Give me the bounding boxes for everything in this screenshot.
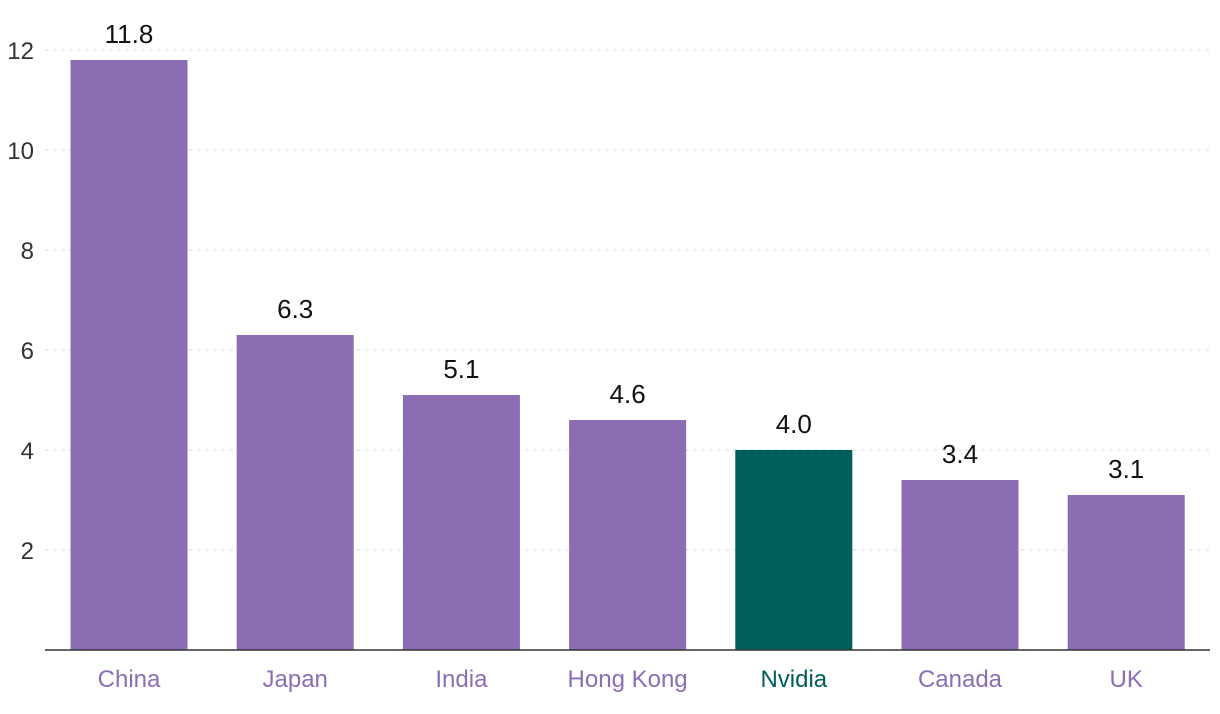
- bar: [569, 420, 687, 650]
- x-tick-label: UK: [1110, 666, 1143, 693]
- bar: [402, 395, 520, 650]
- data-label: 3.4: [942, 439, 978, 469]
- data-label: 11.8: [105, 19, 154, 49]
- value-labels: 11.8 6.3 5.1 4.6 4.0 3.4 3.1: [105, 19, 1145, 484]
- data-label: 3.1: [1108, 454, 1144, 484]
- bar: [901, 480, 1019, 650]
- y-tick-label: 8: [21, 238, 34, 265]
- data-label: 6.3: [277, 294, 313, 324]
- bar: [735, 450, 853, 650]
- y-tick-label: 10: [7, 138, 34, 165]
- y-tick-label: 2: [21, 538, 34, 565]
- data-label: 5.1: [443, 354, 479, 384]
- x-tick-label: Nvidia: [760, 666, 827, 693]
- x-tick-label: Canada: [918, 666, 1003, 693]
- category-labels: China Japan India Hong Kong Nvidia Canada UK: [98, 666, 1143, 693]
- bars: [70, 60, 1185, 650]
- y-tick-label: 12: [7, 38, 34, 65]
- bar: [70, 60, 188, 650]
- y-axis-ticks: 2 4 6 8 10 12: [7, 38, 34, 565]
- x-tick-label: Japan: [263, 666, 328, 693]
- bar: [236, 335, 354, 650]
- x-tick-label: Hong Kong: [568, 666, 688, 693]
- data-label: 4.0: [776, 409, 812, 439]
- data-label: 4.6: [610, 379, 646, 409]
- y-tick-label: 6: [21, 338, 34, 365]
- x-tick-label: China: [98, 666, 161, 693]
- y-tick-label: 4: [21, 438, 34, 465]
- bar: [1067, 495, 1185, 650]
- x-tick-label: India: [435, 666, 488, 693]
